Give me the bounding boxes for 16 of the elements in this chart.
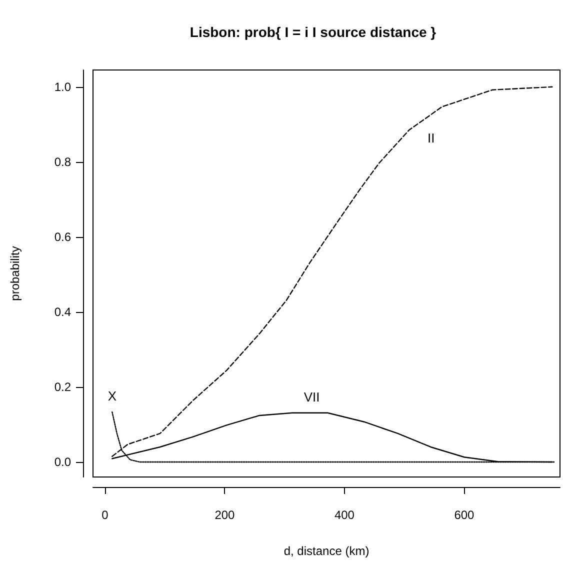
- y-tick-label: 0.6: [54, 230, 72, 244]
- series-label: II: [428, 130, 435, 146]
- chart-title: Lisbon: prob{ I = i I source distance }: [190, 24, 437, 40]
- x-tick-label: 600: [454, 508, 475, 522]
- y-tick-label: 0.4: [54, 304, 72, 319]
- y-axis-title: probability: [8, 246, 22, 301]
- x-tick-label: 0: [102, 508, 109, 522]
- y-tick-label: 1.0: [54, 80, 72, 94]
- y-tick-label: 0.0: [54, 454, 72, 469]
- series-label: X: [108, 388, 117, 404]
- y-tick-label: 0.2: [54, 380, 72, 394]
- x-axis-title: d, distance (km): [284, 544, 370, 558]
- x-tick-label: 200: [214, 508, 236, 522]
- y-tick-label: 0.8: [54, 154, 72, 169]
- series-label: VII: [304, 389, 320, 404]
- x-tick-label: 400: [334, 508, 355, 522]
